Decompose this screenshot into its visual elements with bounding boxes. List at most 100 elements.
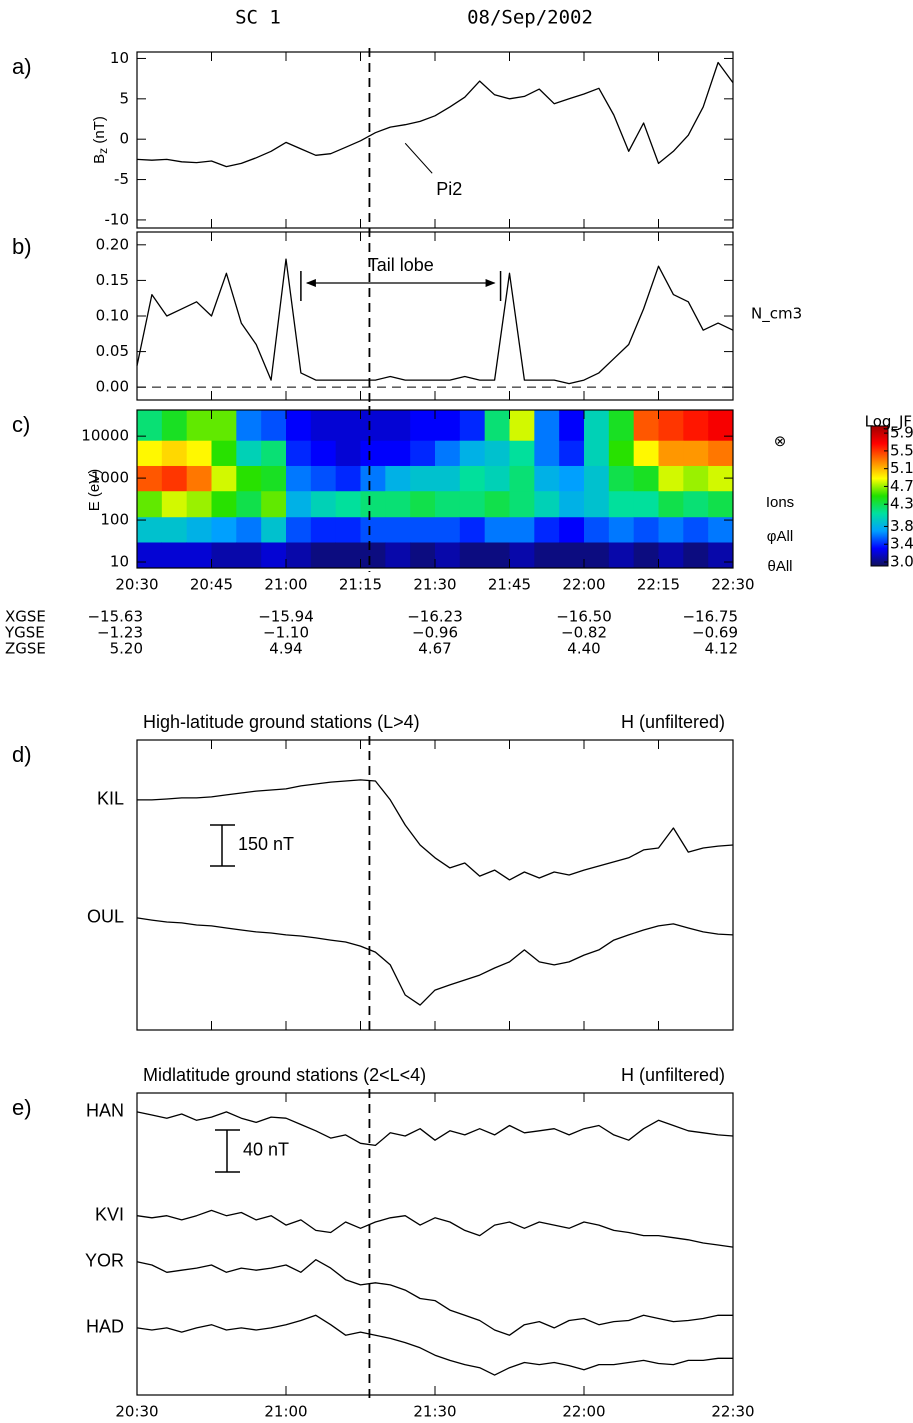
heatmap-cell (559, 490, 585, 518)
heatmap-cell (459, 541, 486, 569)
heatmap-cell (435, 410, 461, 441)
heatmap-cell (534, 516, 560, 543)
heatmap-cell (286, 410, 312, 441)
x-tick-label: 20:45 (190, 576, 233, 594)
heatmap-cell (509, 440, 535, 466)
heatmap-cell (708, 541, 734, 569)
colorbar-tick-label: 5.9 (890, 424, 913, 442)
ephemeris-value: −15.63 (87, 608, 143, 626)
ephemeris-value: −0.96 (412, 624, 458, 642)
heatmap-cell (559, 440, 585, 466)
heatmap-cell (534, 490, 560, 518)
colorbar-tick-label: 4.7 (890, 477, 913, 495)
heatmap-cell (286, 465, 312, 492)
x-tick-label: 22:30 (711, 1403, 754, 1421)
colorbar-label: Log_JF (865, 413, 912, 432)
heatmap-cell (559, 410, 585, 441)
x-tick-label: 21:30 (413, 1403, 456, 1421)
y-tick-label: -10 (105, 210, 130, 228)
heatmap-cell (683, 465, 709, 492)
heatmap-cell (410, 410, 436, 441)
ephemeris-value: −16.50 (556, 608, 612, 626)
side-label: θAll (767, 558, 792, 575)
heatmap-cell (261, 516, 287, 543)
series-line (136, 1259, 733, 1336)
heatmap-cell (360, 440, 386, 466)
heatmap-cell (161, 410, 188, 441)
heatmap-cell (633, 490, 659, 518)
heatmap-cell (236, 490, 262, 518)
panel-title: Midlatitude ground stations (2<L<4) (143, 1065, 426, 1085)
heatmap-cell (459, 410, 486, 441)
heatmap-cell (658, 490, 684, 518)
date: 08/Sep/2002 (467, 7, 593, 29)
plot-frame (136, 231, 734, 401)
station-label: KVI (95, 1204, 124, 1224)
series-line (136, 1209, 734, 1248)
heatmap-cell (360, 410, 386, 441)
heatmap-cell (484, 410, 510, 441)
right-label: N_cm3 (751, 305, 802, 324)
heatmap-cell (335, 410, 361, 441)
heatmap-cell (608, 516, 635, 543)
heatmap-cell (236, 410, 262, 441)
heatmap-cell (261, 490, 287, 518)
y-tick-label: 10 (110, 49, 129, 67)
heatmap-cell (459, 490, 486, 518)
heatmap-cell (211, 541, 237, 569)
y-tick-label: 0 (119, 130, 129, 148)
y-tick-label: 0.15 (96, 271, 129, 289)
y-tick-label: -5 (114, 170, 129, 188)
heatmap-cell (435, 465, 461, 492)
heatmap-cell (137, 541, 163, 569)
heatmap-cell (534, 465, 560, 492)
heatmap-cell (310, 490, 337, 518)
heatmap-cell (559, 516, 585, 543)
heatmap-cell (310, 516, 337, 543)
heatmap-cell (633, 516, 659, 543)
station-label: OUL (87, 907, 124, 927)
heatmap-cell (435, 440, 461, 466)
plot-frame (136, 51, 734, 229)
plot-frame (136, 739, 734, 1031)
heatmap-cell (211, 465, 237, 492)
ephemeris-value: −1.10 (263, 624, 309, 642)
heatmap-cell (286, 440, 312, 466)
heatmap-cell (236, 440, 262, 466)
arrow-head (485, 279, 496, 287)
series-line (136, 61, 734, 168)
station-label: HAD (86, 1317, 124, 1337)
heatmap-cell (708, 410, 734, 441)
y-axis-label: Bz (nT) (91, 116, 110, 164)
heatmap-cell (410, 490, 436, 518)
heatmap-cell (683, 541, 709, 569)
heatmap-cell (534, 541, 560, 569)
heatmap-cell (683, 516, 709, 543)
heatmap-cell (410, 440, 436, 466)
y-axis-label-unit: (nT) (91, 116, 108, 148)
heatmap-cell (584, 490, 610, 518)
ephemeris-value: 4.94 (269, 640, 302, 658)
colorbar-tick-label: 5.5 (890, 441, 913, 459)
heatmap-cell (286, 516, 312, 543)
y-axis-label-text: B (91, 154, 108, 164)
heatmap-cell (360, 490, 386, 518)
heatmap-cell (211, 490, 237, 518)
heatmap-cell (608, 465, 635, 492)
heatmap-cell (161, 440, 188, 466)
heatmap-cell (360, 541, 386, 569)
heatmap-cell (484, 490, 510, 518)
ephemeris-value: 5.20 (110, 640, 143, 658)
panel-label: d) (12, 742, 32, 767)
heatmap-cell (186, 490, 212, 518)
y-tick-label: 5 (119, 89, 129, 107)
panel-label: e) (12, 1095, 32, 1120)
heatmap-cell (608, 440, 635, 466)
colorbar (870, 425, 889, 567)
panel-label: c) (12, 412, 30, 437)
arrow-head (305, 279, 316, 287)
y-axis-label: E (eV) (86, 469, 103, 512)
ephemeris-value: −0.69 (692, 624, 738, 642)
ephemeris-value: −16.23 (407, 608, 463, 626)
heatmap-cell (186, 410, 212, 441)
